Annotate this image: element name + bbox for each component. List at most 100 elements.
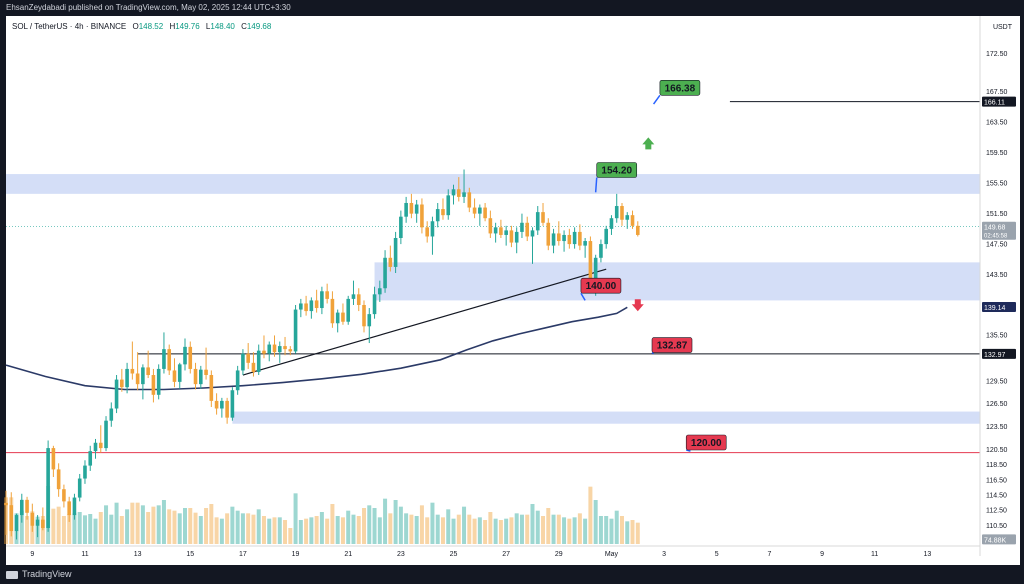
volume-bar [388, 513, 393, 544]
candle-body [325, 291, 329, 299]
candle-body [162, 349, 166, 369]
price-badge-text: 74.88K [984, 537, 1007, 544]
candle [393, 231, 398, 274]
candle-body [393, 238, 398, 267]
candle-body [25, 499, 29, 513]
candle [525, 216, 530, 242]
candle [72, 493, 77, 520]
volume-bar [598, 516, 603, 544]
volume-bar [272, 517, 277, 544]
volume-bar [462, 506, 467, 544]
candle-body [320, 291, 324, 309]
x-tick-label: 29 [555, 551, 563, 558]
candle-body [435, 209, 440, 222]
volume-bar [193, 512, 198, 544]
candle-body [93, 442, 98, 452]
candle [414, 199, 419, 223]
candle-body [488, 218, 493, 234]
candle-body [309, 300, 314, 312]
price-badge-text: 139.14 [984, 305, 1006, 312]
volume-bar [509, 517, 514, 544]
volume-bar [188, 508, 193, 544]
volume-bar [288, 528, 293, 544]
close-label: C [241, 22, 247, 31]
volume-bar [493, 518, 498, 544]
volume-bar [256, 509, 261, 544]
candle [220, 397, 224, 418]
y-tick-label: 118.50 [986, 462, 1007, 469]
volume-bar [156, 505, 161, 544]
candle-body [193, 368, 198, 385]
volume-bar [172, 510, 177, 544]
candle-body [572, 231, 577, 245]
candle-body [604, 228, 608, 245]
candle [162, 332, 166, 374]
volume-bar [204, 508, 209, 544]
volume-bar [135, 502, 140, 544]
volume-bar [440, 517, 445, 544]
x-tick-label: 25 [450, 551, 458, 558]
volume-bar [383, 498, 388, 544]
candle [456, 177, 461, 202]
high-value: 149.76 [175, 22, 200, 31]
candle-body [372, 294, 377, 315]
candle [125, 362, 129, 394]
candle-body [262, 350, 266, 354]
x-tick-label: 3 [662, 551, 666, 558]
volume-bar [567, 518, 572, 544]
candle [204, 347, 208, 380]
candle-body [130, 368, 135, 374]
candle [509, 225, 514, 248]
x-tick-label: May [605, 551, 619, 558]
candle [604, 225, 608, 249]
symbol-legend: SOL / TetherUS · 4h · BINANCE O148.52 H1… [12, 22, 271, 31]
candle [546, 218, 551, 251]
candle [388, 245, 393, 272]
candle-body [246, 353, 250, 363]
volume-bar [340, 517, 345, 544]
candle-body [67, 501, 71, 516]
candle-body [567, 234, 572, 245]
volume-bar [235, 510, 240, 544]
candle-body [288, 349, 293, 352]
volume-bar [230, 506, 235, 544]
volume-bar [293, 493, 298, 544]
candle-body [483, 207, 487, 219]
volume-bar [277, 517, 282, 544]
volume-bar [161, 500, 166, 544]
volume-bar [309, 517, 314, 544]
volume-bar [562, 517, 567, 544]
candle [241, 349, 245, 376]
candle-body [593, 257, 598, 286]
candles-layer [4, 169, 640, 540]
candle-body [562, 234, 566, 242]
candle [530, 227, 535, 264]
candle [104, 416, 108, 452]
candle [67, 496, 71, 522]
candle-body [409, 202, 414, 214]
candle [614, 193, 619, 223]
volume-bar [635, 522, 640, 544]
price-badge: 74.88K [982, 534, 1016, 545]
y-tick-label: 151.50 [986, 211, 1008, 218]
candle-body [235, 370, 240, 391]
volume-bar [483, 520, 488, 544]
candle [30, 503, 35, 532]
volume-bar [446, 509, 451, 544]
candle [499, 219, 503, 238]
volume-bar [351, 514, 356, 544]
volume-bar [82, 515, 87, 544]
y-tick-label: 123.50 [986, 424, 1008, 431]
candle [193, 362, 198, 390]
candle-body [514, 231, 519, 243]
price-badge-box [982, 301, 1016, 312]
volume-bar [456, 514, 461, 544]
candle-body [314, 300, 319, 309]
candle [51, 445, 56, 478]
candle [351, 280, 356, 305]
volume-bar [19, 510, 24, 544]
tradingview-logo[interactable]: TradingView [6, 565, 72, 584]
candle [41, 507, 45, 531]
candle-body [277, 346, 282, 353]
